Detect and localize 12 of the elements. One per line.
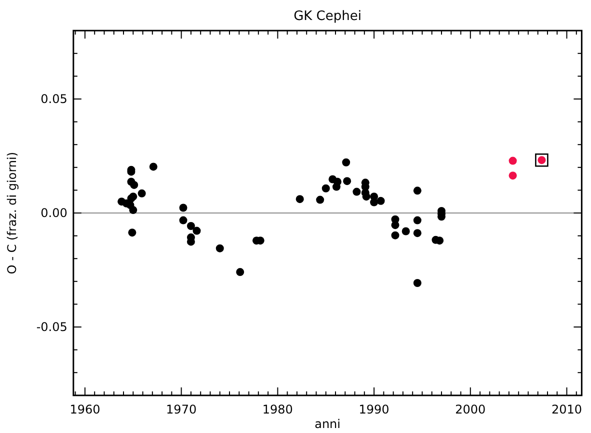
y-tick-label: 0.05 (40, 92, 68, 106)
x-tick-label: 1960 (70, 402, 100, 416)
x-tick-label: 2000 (455, 402, 486, 416)
y-tick-label: 0.00 (40, 206, 68, 220)
x-tick-label: 1970 (166, 402, 197, 416)
x-tick-label: 1980 (262, 402, 293, 416)
x-tick-label: 1990 (358, 402, 390, 416)
chart-title: GK Cephei (294, 9, 362, 24)
x-tick-label: 2010 (551, 402, 582, 416)
x-axis-title: anni (314, 417, 341, 431)
y-tick-label: -0.05 (36, 320, 68, 334)
y-axis-title: O - C (fraz. di giorni) (5, 152, 19, 274)
